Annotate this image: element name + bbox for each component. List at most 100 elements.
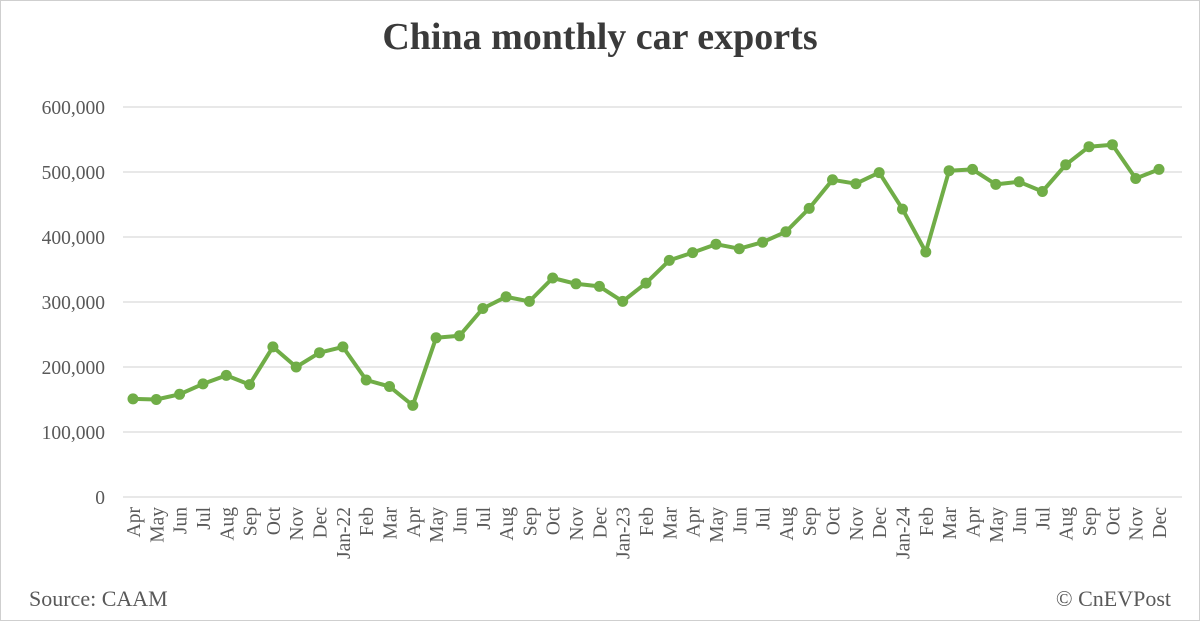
data-point (593, 280, 605, 292)
x-tick-label: Jan-24 (894, 507, 915, 559)
x-tick-label: Feb (917, 507, 938, 536)
data-point (523, 295, 535, 307)
x-tick-label: Aug (777, 507, 798, 541)
data-point (174, 388, 186, 400)
data-point (1106, 139, 1118, 151)
x-tick-label: Feb (357, 507, 378, 536)
data-point (150, 394, 162, 405)
x-tick-label: Dec (1150, 507, 1171, 539)
watermark-label: © CnEVPost (1055, 586, 1171, 611)
data-point (220, 369, 232, 381)
x-tick-label: Jun (450, 507, 471, 534)
data-point (827, 174, 838, 186)
x-tick-label: Aug (217, 507, 238, 541)
x-tick-label: Jan-23 (614, 507, 635, 559)
data-point (314, 347, 325, 359)
data-point (500, 291, 512, 303)
data-point (407, 399, 419, 411)
x-tick-label: Mar (940, 507, 961, 540)
data-point (244, 379, 256, 391)
data-point (780, 226, 792, 238)
x-tick-label: Aug (497, 507, 518, 541)
data-point (687, 247, 699, 259)
data-point (384, 381, 395, 392)
x-tick-label: Sep (241, 507, 262, 536)
y-tick-label: 300,000 (42, 293, 105, 314)
data-point (943, 165, 955, 177)
data-point (127, 393, 139, 405)
x-tick-label: Jul (1033, 506, 1054, 529)
x-tick-label: Oct (824, 506, 845, 535)
data-point (1083, 141, 1095, 153)
export-line (131, 142, 1161, 408)
x-tick-label: May (147, 507, 168, 543)
x-tick-label: Jun (1010, 507, 1031, 534)
y-tick-label: 100,000 (42, 423, 105, 444)
data-point (454, 330, 465, 342)
data-point (663, 254, 675, 266)
data-point (430, 332, 442, 344)
data-point (640, 277, 652, 289)
data-point (920, 246, 932, 258)
y-tick-label: 600,000 (42, 98, 105, 119)
data-point (1153, 163, 1165, 175)
x-tick-label: Sep (1080, 507, 1101, 536)
data-point (990, 178, 1002, 190)
x-tick-label: Oct (1103, 506, 1124, 535)
x-tick-label: Dec (590, 507, 611, 539)
x-tick-label: Apr (963, 506, 984, 537)
y-tick-label: 0 (95, 488, 105, 509)
x-tick-label: Mar (660, 507, 681, 540)
data-point (360, 374, 372, 386)
data-point (547, 272, 559, 284)
data-point (1130, 173, 1142, 184)
x-tick-label: Jun (171, 507, 192, 534)
data-point (710, 238, 722, 250)
x-tick-label: Apr (684, 506, 705, 537)
x-tick-label: Sep (800, 507, 821, 536)
data-point (803, 202, 815, 214)
x-tick-label: Mar (381, 507, 402, 540)
data-point (967, 163, 978, 175)
data-point (197, 378, 209, 390)
x-tick-label: Nov (567, 507, 588, 541)
x-tick-label: Jul (754, 506, 775, 529)
x-tick-label: Apr (404, 506, 425, 537)
source-label: Source: CAAM (29, 586, 168, 611)
data-point (337, 341, 349, 353)
y-tick-label: 400,000 (42, 228, 105, 249)
x-tick-label: May (707, 507, 728, 543)
data-point (733, 243, 745, 255)
data-point (290, 361, 302, 373)
x-tick-label: Jun (730, 507, 751, 534)
data-point (267, 341, 279, 353)
data-point (1013, 176, 1025, 188)
x-tick-label: May (987, 507, 1008, 543)
x-tick-label: Sep (520, 507, 541, 536)
data-point (757, 236, 769, 248)
data-point (1060, 159, 1072, 171)
y-tick-label: 200,000 (42, 358, 105, 379)
x-tick-label: Aug (1057, 507, 1078, 541)
x-tick-label: Nov (847, 507, 868, 541)
x-tick-label: Oct (544, 506, 565, 535)
x-tick-label: Apr (124, 506, 145, 537)
x-tick-label: Jan-22 (334, 507, 355, 559)
data-point (897, 203, 908, 215)
data-point (850, 178, 862, 190)
data-point (617, 295, 629, 307)
chart-title: China monthly car exports (382, 16, 818, 58)
x-tick-label: Nov (287, 507, 308, 541)
x-tick-label: Jul (194, 506, 215, 529)
y-tick-label: 500,000 (42, 163, 105, 184)
x-tick-label: Dec (311, 507, 332, 539)
x-tick-label: Dec (870, 507, 891, 539)
x-tick-label: Oct (264, 506, 285, 535)
data-point (1036, 186, 1048, 197)
data-point (873, 167, 885, 179)
data-point (477, 303, 489, 314)
x-tick-label: Feb (637, 507, 658, 536)
x-tick-label: Jul (474, 506, 495, 529)
